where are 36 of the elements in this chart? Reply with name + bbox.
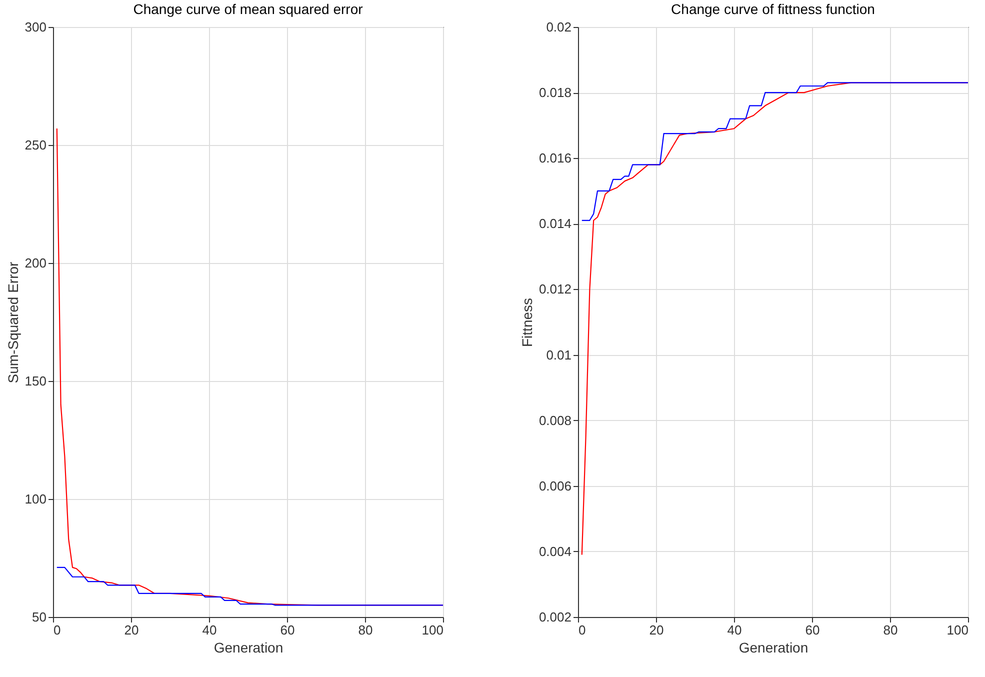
y-tick-label: 0.004	[538, 544, 572, 559]
x-tick-label: 100	[422, 622, 444, 638]
x-tick-label: 80	[358, 622, 373, 638]
chart-title: Change curve of mean squared error	[133, 1, 364, 17]
x-tick-label: 0	[54, 622, 61, 638]
x-tick-label: 20	[649, 622, 664, 638]
y-tick-label: 100	[24, 492, 46, 506]
x-tick-label: 0	[578, 622, 586, 638]
line-series	[581, 82, 968, 221]
y-axis-title: Fittness	[518, 298, 535, 348]
y-tick-label: 250	[24, 138, 46, 152]
x-axis-title: Generation	[214, 640, 284, 656]
y-tick-label: 0.01	[546, 347, 572, 362]
chart-title: Change curve of fittness function	[671, 1, 875, 17]
y-tick-label: 300	[24, 20, 46, 34]
x-tick-label: 40	[727, 622, 742, 638]
y-tick-label: 150	[24, 374, 46, 388]
x-tick-label: 40	[202, 622, 217, 638]
y-tick-label: 0.018	[538, 85, 572, 100]
x-tick-label: 80	[883, 622, 898, 638]
y-tick-label: 0.006	[538, 478, 572, 494]
x-tick-label: 60	[280, 622, 295, 638]
y-tick-label: 50	[32, 610, 46, 624]
x-tick-label: 100	[946, 622, 968, 638]
y-tick-label: 0.014	[538, 216, 572, 232]
y-tick-label: 0.02	[546, 20, 572, 34]
y-tick-label: 0.012	[538, 282, 572, 297]
x-axis-title: Generation	[738, 640, 808, 656]
y-tick-label: 200	[24, 256, 46, 270]
y-tick-label: 0.016	[538, 150, 572, 166]
x-tick-label: 20	[124, 622, 139, 638]
line-series	[56, 566, 443, 606]
x-tick-label: 60	[805, 622, 820, 638]
y-axis-title: Sum-Squared Error	[4, 261, 21, 384]
y-tick-label: 0.008	[538, 412, 572, 428]
y-tick-label: 0.002	[538, 610, 572, 624]
